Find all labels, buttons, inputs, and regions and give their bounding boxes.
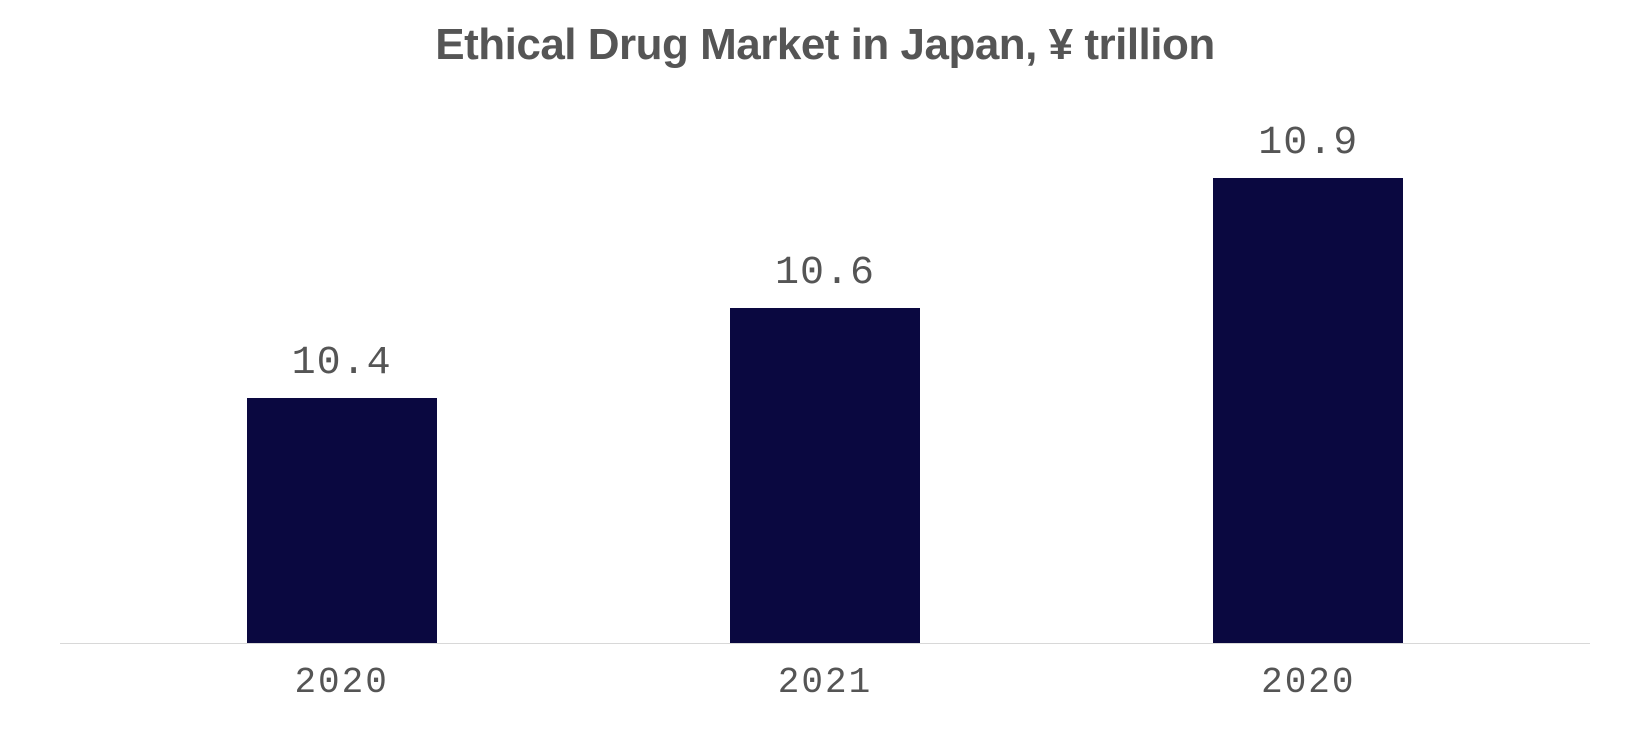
bar-slot-0: 10.4 bbox=[100, 78, 583, 643]
x-tick-1: 2021 bbox=[583, 662, 1066, 703]
bar-0 bbox=[247, 398, 437, 643]
bar-value-label-2: 10.9 bbox=[1258, 121, 1358, 166]
plot-area: 10.4 10.6 10.9 bbox=[60, 78, 1590, 644]
bar-chart: Ethical Drug Market in Japan, ¥ trillion… bbox=[0, 0, 1650, 733]
bar-slot-1: 10.6 bbox=[583, 78, 1066, 643]
bar-2 bbox=[1213, 178, 1403, 643]
x-axis: 2020 2021 2020 bbox=[60, 644, 1590, 703]
bar-1 bbox=[730, 308, 920, 643]
chart-title: Ethical Drug Market in Japan, ¥ trillion bbox=[60, 20, 1590, 70]
bar-value-label-0: 10.4 bbox=[292, 341, 392, 386]
x-tick-2: 2020 bbox=[1067, 662, 1550, 703]
x-tick-0: 2020 bbox=[100, 662, 583, 703]
bar-slot-2: 10.9 bbox=[1067, 78, 1550, 643]
bar-value-label-1: 10.6 bbox=[775, 251, 875, 296]
